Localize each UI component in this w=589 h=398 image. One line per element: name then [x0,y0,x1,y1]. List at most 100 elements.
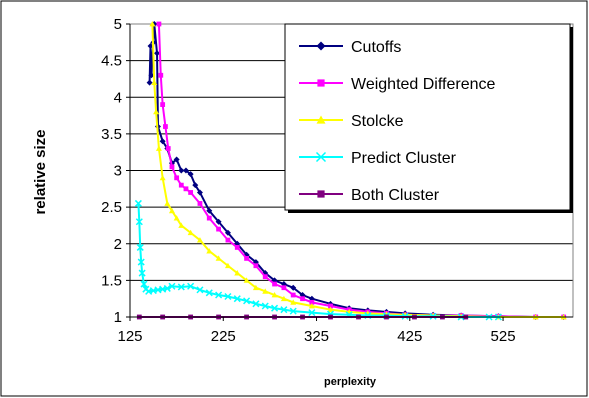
legend-marker [317,79,325,87]
data-point [197,201,203,206]
data-point [327,306,334,313]
data-point [168,207,175,214]
legend: Cutoffs Weighted Difference Stolcke Predict… [284,23,573,213]
data-point [253,263,259,269]
data-point [290,299,297,305]
legend-label: Weighted Difference [351,76,495,93]
data-point [234,245,240,250]
x-tick-label: 225 [211,328,236,345]
legend-label: Both Cluster [351,187,440,204]
data-point [154,50,161,57]
x-tick-label: 425 [397,328,422,345]
data-point [187,282,195,290]
data-point [158,72,164,78]
legend-item: Weighted Difference [299,76,495,93]
data-point [261,302,269,310]
data-point [224,292,232,301]
legend-item: Cutoffs [299,39,401,56]
data-point [182,167,189,174]
legend-label: Stolcke [351,113,404,130]
data-point [243,297,251,305]
y-tick-label: 3.5 [101,126,122,143]
y-tick-label: 1 [114,309,122,326]
data-point [271,304,279,312]
data-point [252,300,260,308]
y-tick-label: 4 [114,89,122,106]
data-point [178,182,184,188]
y-tick-label: 1.5 [101,272,122,289]
data-point [244,256,249,261]
data-point [135,218,143,226]
data-point [163,284,171,292]
y-tick-label: 2.5 [101,199,122,216]
data-point [252,284,259,291]
data-point [262,274,268,280]
data-point [271,292,278,298]
data-point [187,171,194,178]
legend-label: Cutoffs [351,39,401,56]
data-point [149,21,156,27]
data-point [137,258,145,266]
data-point [178,222,185,228]
data-point [224,262,231,269]
data-point [165,146,171,151]
data-point [215,291,223,299]
y-tick-label: 2 [114,236,122,253]
data-point [206,215,212,221]
data-point [196,237,203,243]
data-point [147,42,154,49]
data-point [289,307,297,315]
data-point [134,199,142,207]
data-point [300,296,305,302]
data-point [281,285,287,291]
axes: 1 1.5 2 2.5 3 3.5 4 4.5 5 125 225 325 425 525 [101,16,573,345]
y-axis-title: relative size [32,129,49,214]
data-point [164,200,171,206]
data-point [309,299,315,305]
legend-marker [316,41,326,51]
data-point [174,175,180,181]
y-tick-label: 3 [114,163,122,180]
x-tick-label: 525 [491,328,516,345]
data-point [224,229,231,236]
x-tick-label: 125 [117,328,142,345]
legend-item: Both Cluster [299,187,440,204]
data-point [196,286,204,294]
data-point [148,72,155,79]
data-point [196,189,203,196]
data-point [308,303,315,309]
data-point [215,255,222,261]
data-point [225,237,231,243]
data-point [160,102,166,107]
data-point [192,182,199,189]
data-point [233,295,241,303]
data-point [156,21,162,27]
data-point [168,282,176,290]
legend-item: Predict Cluster [299,150,457,167]
data-point [140,280,148,288]
legend-marker [316,115,326,124]
data-point [155,145,162,151]
data-point [216,226,221,232]
data-point [290,292,296,298]
data-point [290,284,297,291]
data-point [169,164,175,170]
legend-box [284,23,571,211]
data-point [138,269,146,277]
legend-marker [317,190,325,198]
x-tick-label: 325 [304,328,329,345]
data-point [280,295,287,302]
legend-marker [315,151,327,163]
data-point [146,79,153,86]
data-point [159,138,166,145]
data-point [153,108,160,115]
series-line [148,23,564,318]
data-point [328,303,333,309]
data-point [215,218,222,225]
y-tick-label: 4.5 [101,53,122,70]
data-point [280,306,288,314]
data-point [234,270,241,276]
data-point [272,281,277,287]
